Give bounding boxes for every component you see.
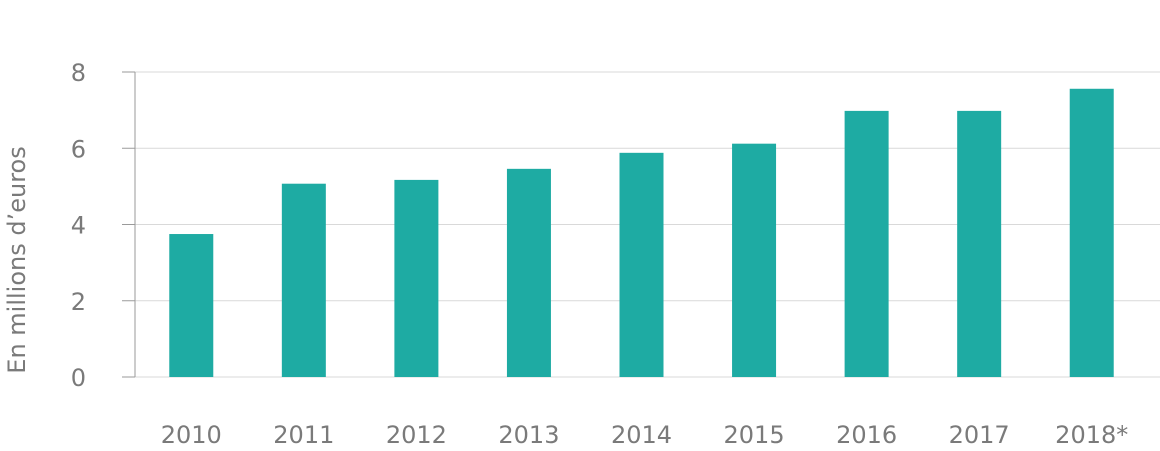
- x-tick-label: 2018*: [1055, 421, 1128, 449]
- bar: [844, 110, 889, 377]
- x-tick-label: 2015: [724, 421, 785, 449]
- bar: [169, 234, 214, 377]
- x-tick-label: 2010: [161, 421, 222, 449]
- bar: [1069, 88, 1114, 378]
- bar: [394, 179, 439, 377]
- y-tick-label: 2: [71, 288, 86, 316]
- y-tick-label: 6: [71, 135, 86, 163]
- x-tick-label: 2012: [386, 421, 447, 449]
- x-tick-label: 2014: [611, 421, 672, 449]
- bar: [619, 152, 664, 377]
- bar: [281, 183, 326, 377]
- bar: [957, 110, 1002, 377]
- x-tick-label: 2011: [273, 421, 334, 449]
- x-tick-label: 2013: [498, 421, 559, 449]
- y-tick-label: 4: [71, 212, 86, 240]
- y-axis-title: En millions d’euros: [3, 146, 31, 373]
- x-tick-label: 2017: [949, 421, 1010, 449]
- x-tick-label: 2016: [836, 421, 897, 449]
- bar: [506, 168, 551, 377]
- bar: [732, 143, 777, 377]
- y-tick-label: 8: [71, 59, 86, 87]
- y-tick-label: 0: [71, 364, 86, 392]
